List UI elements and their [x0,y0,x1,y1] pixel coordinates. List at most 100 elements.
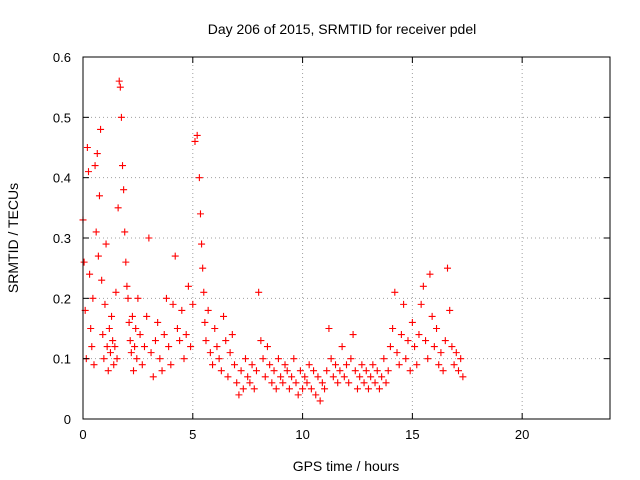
data-point [433,325,441,332]
data-point [411,343,419,351]
data-point [334,379,342,387]
data-point [176,337,184,345]
y-tick-label: 0.3 [53,231,71,246]
data-point [104,367,112,375]
data-point [393,349,401,357]
data-point [184,282,192,290]
data-point [109,337,117,345]
data-point [151,337,159,345]
data-point [127,349,135,357]
data-point [209,361,217,369]
x-tick-labels: 0 5 10 15 20 [79,427,529,442]
data-point [417,300,425,308]
data-point [292,379,300,387]
data-point [426,270,434,278]
data-point [160,331,168,339]
data-point [364,385,372,393]
data-point [277,373,285,381]
data-point [158,367,166,375]
grid-lines [83,57,610,419]
data-point [303,379,311,387]
data-point [450,361,458,369]
data-point [312,391,320,399]
data-point [103,343,111,351]
data-point [444,264,452,272]
data-point [122,258,130,266]
data-point [358,361,366,369]
data-point [375,385,383,393]
data-point [323,367,331,375]
data-point [204,306,212,314]
data-point [413,361,421,369]
data-point [327,355,335,363]
data-point [126,337,134,345]
x-axis-label: GPS time / hours [293,458,400,474]
data-point [193,131,201,139]
data-point [133,355,141,363]
data-point [397,331,405,339]
data-point [231,361,239,369]
data-point [314,373,322,381]
data-point [211,325,219,332]
data-point [111,343,119,351]
data-point [332,361,340,369]
data-point [195,174,203,182]
data-point [288,373,296,381]
data-point [386,343,394,351]
data-point [83,144,91,151]
data-point [435,361,443,369]
data-point [110,361,118,369]
x-tick-label: 5 [189,427,196,442]
data-point [198,240,206,248]
y-tick-label: 0 [64,412,71,427]
data-point [91,162,99,170]
data-point [162,294,170,302]
data-point [154,318,162,326]
data-point [80,258,88,266]
data-point [325,325,333,332]
data-point [406,367,414,375]
data-point [105,325,113,332]
data-point [457,355,465,363]
data-points [79,77,467,405]
data-point [395,361,403,369]
data-point [244,373,252,381]
data-point [200,288,208,296]
x-tick-label: 0 [79,427,86,442]
data-point [246,379,254,387]
data-point [263,343,271,351]
data-point [92,228,100,236]
data-point [294,391,302,399]
data-point [102,240,110,248]
data-point [222,337,230,345]
data-point [378,373,386,381]
data-point [86,270,94,278]
data-point [130,367,138,375]
data-point [340,373,348,381]
data-point [131,343,139,351]
data-point [97,125,105,133]
data-point [305,361,313,369]
data-point [217,367,225,375]
data-point [255,288,263,296]
data-point [182,331,190,339]
data-point [191,137,199,145]
data-point [136,331,144,339]
data-point [369,361,377,369]
data-point [347,355,355,363]
data-point [93,150,101,158]
data-point [101,300,109,308]
data-point [274,355,282,363]
data-point [228,331,236,339]
data-point [299,385,307,393]
data-point [296,367,304,375]
data-point [196,210,204,218]
data-point [422,337,430,345]
data-point [459,373,467,381]
data-point [187,343,195,351]
data-point [180,355,188,363]
data-point [281,361,289,369]
data-point [115,77,123,85]
data-point [400,300,408,308]
